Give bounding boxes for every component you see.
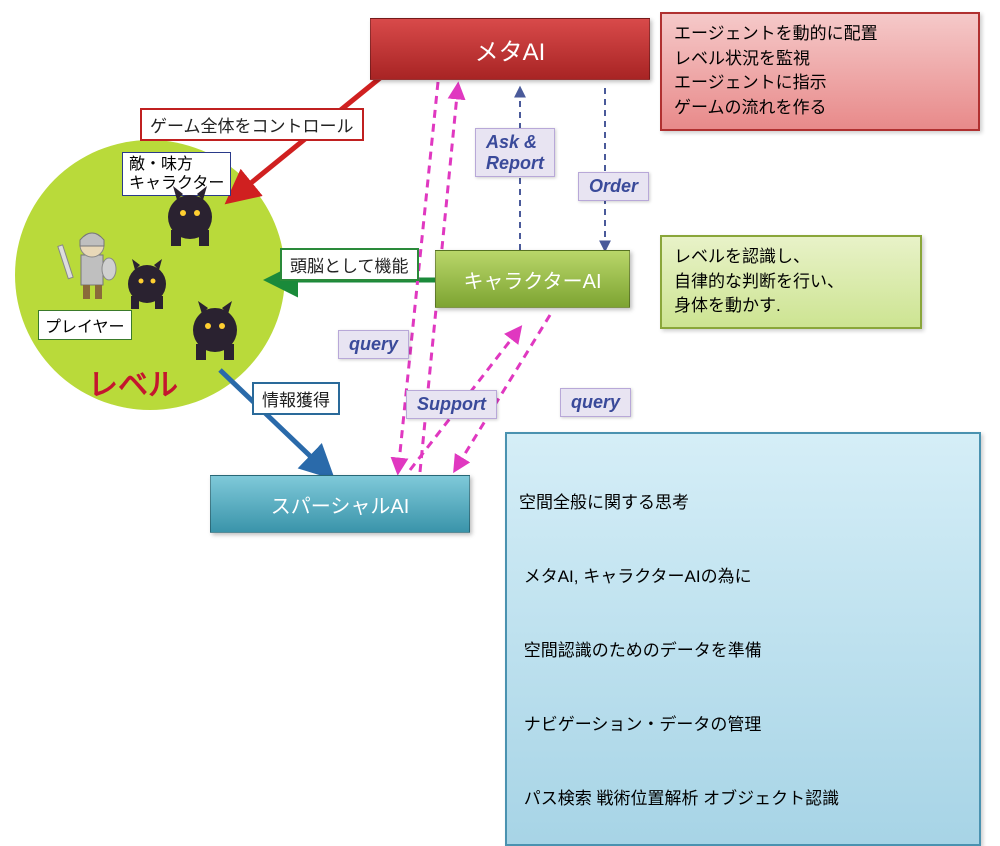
edge-order: Order xyxy=(578,172,649,201)
node-spatial-ai: スパーシャルAI xyxy=(210,475,470,533)
edge-query1: query xyxy=(338,330,409,359)
node-meta-ai: メタAI xyxy=(370,18,650,80)
desc-meta-l1: レベル状況を監視 xyxy=(674,47,966,72)
edge-query2: query xyxy=(560,388,631,417)
desc-spatial-l2: 空間認識のためのデータを準備 xyxy=(519,639,967,664)
desc-meta: エージェントを動的に配置 レベル状況を監視 エージェントに指示 ゲームの流れを作… xyxy=(660,12,980,131)
enemy-label: 敵・味方 キャラクター xyxy=(122,152,231,196)
desc-meta-l3: ゲームの流れを作る xyxy=(674,96,966,121)
desc-spatial: 空間全般に関する思考 メタAI, キャラクターAIの為に 空間認識のためのデータ… xyxy=(505,432,981,846)
node-character-ai: キャラクターAI xyxy=(435,250,630,308)
label-acquire: 情報獲得 xyxy=(252,382,340,415)
desc-spatial-l0: 空間全般に関する思考 xyxy=(519,491,967,516)
label-control: ゲーム全体をコントロール xyxy=(140,108,364,141)
desc-spatial-l4: パス検索 戦術位置解析 オブジェクト認識 xyxy=(519,787,967,812)
node-meta-ai-label: メタAI xyxy=(475,32,546,67)
desc-char: レベルを認識し、 自律的な判断を行い、 身体を動かす. xyxy=(660,235,922,329)
player-icon xyxy=(58,233,116,299)
edge-support: Support xyxy=(406,390,497,419)
node-character-ai-label: キャラクターAI xyxy=(463,265,601,294)
desc-meta-l0: エージェントを動的に配置 xyxy=(674,22,966,47)
desc-spatial-l3: ナビゲーション・データの管理 xyxy=(519,713,967,738)
monster-icon-2 xyxy=(128,259,166,309)
level-title: レベル xyxy=(88,360,178,404)
desc-char-l1: 自律的な判断を行い、 xyxy=(674,270,908,295)
player-label: プレイヤー xyxy=(38,310,132,340)
desc-char-l0: レベルを認識し、 xyxy=(674,245,908,270)
desc-meta-l2: エージェントに指示 xyxy=(674,71,966,96)
desc-char-l2: 身体を動かす. xyxy=(674,294,908,319)
label-brain: 頭脳として機能 xyxy=(280,248,419,281)
monster-icon-3 xyxy=(193,301,237,360)
edge-ask-report: Ask & Report xyxy=(475,128,555,177)
desc-spatial-l1: メタAI, キャラクターAIの為に xyxy=(519,565,967,590)
node-spatial-ai-label: スパーシャルAI xyxy=(271,490,410,519)
